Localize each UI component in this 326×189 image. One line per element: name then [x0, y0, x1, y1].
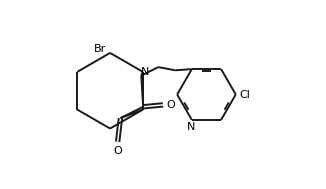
Text: O: O [167, 100, 175, 110]
Text: O: O [113, 146, 122, 156]
Text: N: N [141, 67, 150, 77]
Text: Cl: Cl [239, 90, 250, 99]
Text: Br: Br [94, 44, 106, 54]
Text: N: N [187, 122, 195, 132]
